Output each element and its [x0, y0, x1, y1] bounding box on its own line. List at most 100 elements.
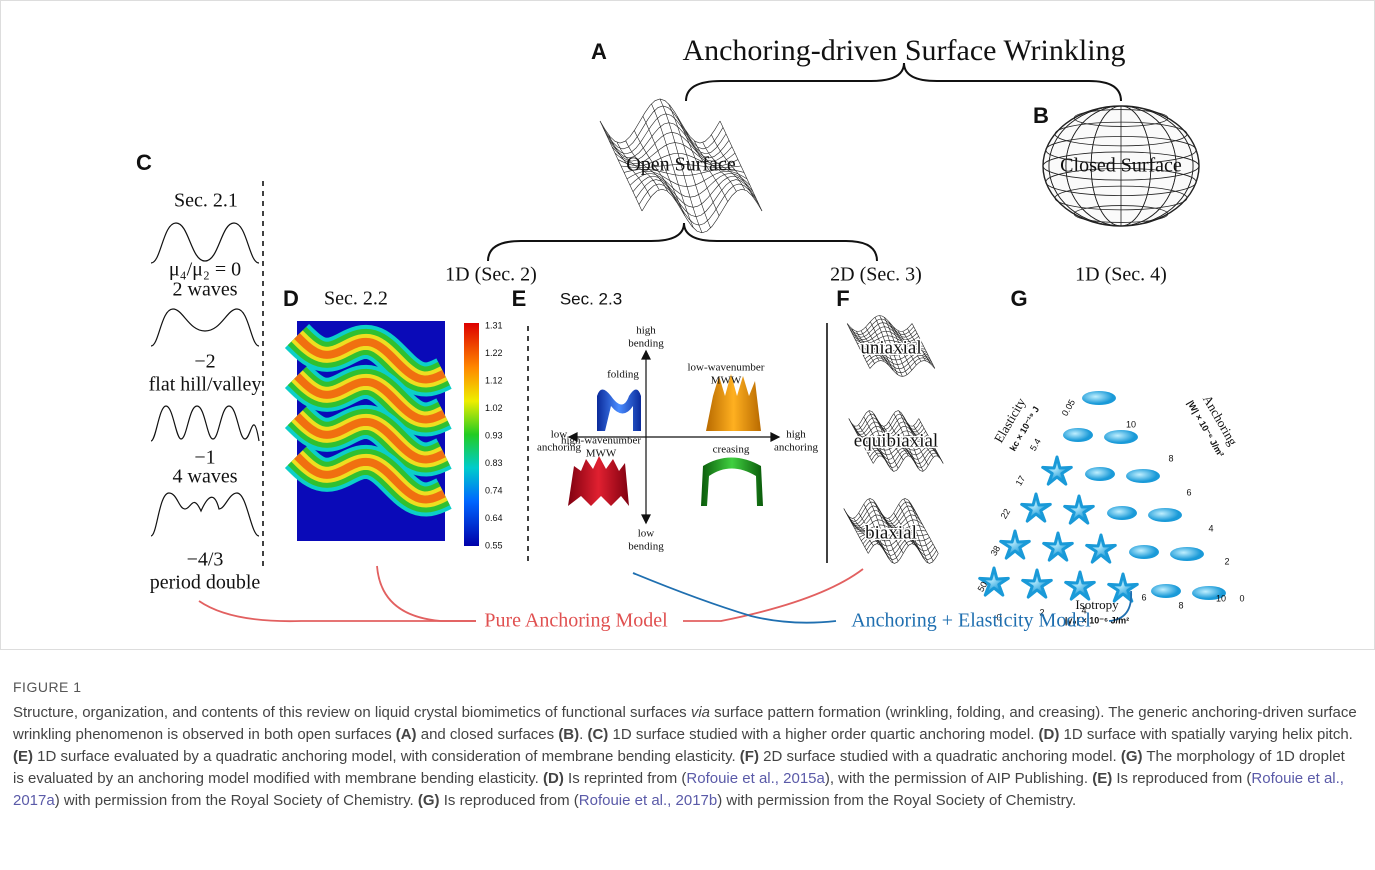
label: Open Surface: [626, 154, 736, 176]
caption-text: Structure, organization, and contents of…: [13, 702, 1358, 812]
label: 8: [1178, 600, 1183, 610]
label: Anchoring + Elasticity Model: [851, 610, 1091, 632]
caption-run: (A): [396, 726, 417, 743]
label: Sec. 2.2: [324, 288, 388, 310]
droplet: [1107, 506, 1137, 520]
label: Sec. 2.1: [174, 190, 238, 212]
caption-run: 1D surface evaluated by a quadratic anch…: [33, 748, 740, 765]
citation-link[interactable]: Rofouie et al., 2017b: [579, 792, 717, 809]
droplet: [1065, 496, 1094, 523]
label: 1.02: [485, 403, 503, 413]
label: MWW: [711, 375, 742, 387]
mesh-line: [873, 456, 943, 472]
caption-run: (E): [1092, 770, 1112, 787]
profile-curve: [151, 406, 259, 441]
caption-run: Is reproduced from (: [440, 792, 579, 809]
mesh-line: [630, 173, 750, 197]
label: high-wavenumber: [561, 435, 641, 447]
label: 1.31: [485, 320, 503, 330]
label: C: [136, 150, 152, 175]
caption-run: (D): [543, 770, 564, 787]
label: 0.83: [485, 458, 503, 468]
droplet: [1063, 428, 1093, 442]
link-red: [377, 566, 476, 621]
label: μ₄/μ₂ = 0: [169, 259, 241, 281]
mesh-line: [600, 99, 720, 143]
citation-link[interactable]: Rofouie et al., 2015a: [686, 770, 824, 787]
profile-curve: [151, 493, 259, 536]
label: MWW: [586, 448, 617, 460]
label: 5.4: [1028, 437, 1043, 453]
label: high: [786, 429, 806, 441]
label: Sec. 2.3: [560, 289, 622, 308]
label: 4: [1208, 523, 1213, 533]
mesh-line: [642, 189, 762, 233]
caption-run: (G): [418, 792, 440, 809]
mesh-line: [639, 184, 759, 225]
tree: [488, 63, 1121, 261]
caption-run: Structure, organization, and contents of…: [13, 704, 691, 721]
link-red: [683, 569, 863, 621]
label: 1.22: [485, 348, 503, 358]
heat-clip: [297, 319, 445, 321]
mww-shape: [568, 456, 629, 506]
caption-run: (G): [1121, 748, 1143, 765]
droplet: [1022, 494, 1051, 521]
colorbar: [464, 323, 479, 546]
label: 0.64: [485, 513, 503, 523]
heatmap: [297, 319, 445, 541]
caption-run: (D): [1039, 726, 1060, 743]
label: biaxial: [865, 522, 917, 543]
mesh-line: [868, 544, 938, 564]
label: 2D (Sec. 3): [830, 264, 922, 286]
mesh-line: [914, 509, 939, 554]
folding-shape: [597, 390, 641, 432]
caption-run: (F): [740, 748, 759, 765]
droplet: [1087, 535, 1116, 562]
caption: FIGURE 1 Structure, organization, and co…: [13, 676, 1358, 812]
figure: A Anchoring-driven Surface Wrinkling Open …: [0, 0, 1375, 650]
label: 8: [1168, 453, 1173, 463]
label: 0: [1239, 593, 1244, 603]
label: A: [591, 39, 607, 64]
label: −2: [194, 351, 215, 373]
caption-run: Is reproduced from (: [1112, 770, 1251, 787]
link-red: [199, 601, 476, 621]
caption-run: via: [691, 704, 710, 721]
label: equibiaxial: [854, 430, 938, 451]
label: G: [1010, 286, 1027, 311]
label: F: [836, 286, 849, 311]
droplet: [1044, 533, 1073, 560]
caption-run: 1D surface studied with a higher order q…: [608, 726, 1038, 743]
label: 2: [1224, 556, 1229, 566]
profile-curve: [151, 223, 259, 263]
label: −4/3: [187, 549, 224, 571]
caption-run: 1D surface with spatially varying helix …: [1059, 726, 1352, 743]
caption-label: FIGURE 1: [13, 676, 1358, 698]
droplet: [1085, 467, 1115, 481]
label: 10: [1126, 419, 1136, 429]
mesh-line: [636, 180, 756, 217]
brace: [686, 63, 1121, 101]
caption-run: ) with permission from the Royal Society…: [717, 792, 1076, 809]
label: flat hill/valley: [149, 374, 262, 396]
droplet: [1066, 572, 1095, 599]
label: 0.55: [485, 540, 503, 550]
label: 2 waves: [173, 279, 238, 301]
droplet: [1151, 584, 1181, 598]
label: Anchoring-driven Surface Wrinkling: [682, 34, 1125, 67]
label: creasing: [713, 444, 750, 456]
profile-curve: [151, 309, 259, 346]
droplet: [1104, 430, 1138, 444]
label: 1D (Sec. 2): [445, 264, 537, 286]
brace: [488, 223, 877, 261]
label: high: [636, 325, 656, 337]
creasing-shape: [701, 458, 763, 507]
caption-run: ), with the permission of AIP Publishing…: [825, 770, 1092, 787]
label: 0.93: [485, 430, 503, 440]
droplet: [1001, 531, 1030, 558]
caption-run: 2D surface studied with a quadratic anch…: [759, 748, 1121, 765]
label: 0.05: [1060, 398, 1077, 418]
label: B: [1033, 103, 1049, 128]
droplet: [1170, 547, 1204, 561]
